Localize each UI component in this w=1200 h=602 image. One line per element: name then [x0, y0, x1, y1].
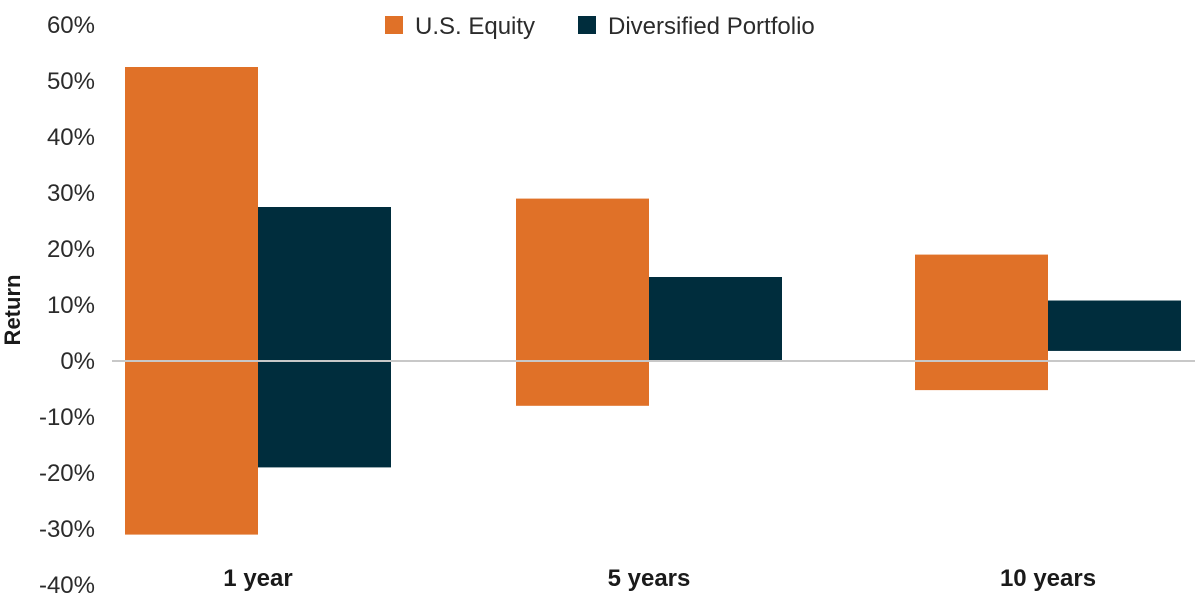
legend-swatch: [578, 16, 596, 34]
x-category-label: 10 years: [1000, 565, 1096, 592]
y-tick-label: -30%: [39, 516, 95, 543]
legend-item: U.S. Equity: [385, 13, 535, 40]
y-tick-label: 40%: [47, 124, 95, 151]
y-tick-label: 30%: [47, 180, 95, 207]
legend-label: U.S. Equity: [415, 13, 535, 40]
bar-u-s-equity-1-year: [125, 67, 258, 535]
bar-diversified-portfolio-1-year: [258, 207, 391, 468]
y-axis-title-group: Return: [0, 275, 25, 346]
x-category-label: 5 years: [608, 565, 691, 592]
y-axis-ticks: 60% 50% 40% 30% 20% 10% 0% -10% -20% -30% -40%: [39, 12, 95, 599]
legend-label: Diversified Portfolio: [608, 13, 815, 40]
bar-diversified-portfolio-10-years: [1048, 300, 1181, 351]
y-tick-label: 10%: [47, 292, 95, 319]
y-tick-label: -40%: [39, 572, 95, 599]
y-tick-label: 0%: [60, 348, 95, 375]
x-category-label: 1 year: [223, 565, 292, 592]
y-tick-label: -20%: [39, 460, 95, 487]
bar-u-s-equity-5-years: [516, 198, 649, 406]
y-tick-label: 20%: [47, 236, 95, 263]
legend-swatch: [385, 16, 403, 34]
y-tick-label: 60%: [47, 12, 95, 39]
bars: [125, 67, 1181, 535]
bar-diversified-portfolio-5-years: [649, 277, 782, 361]
legend-item: Diversified Portfolio: [578, 13, 815, 40]
y-tick-label: 50%: [47, 68, 95, 95]
y-axis-title: Return: [0, 275, 25, 346]
legend: U.S. Equity Diversified Portfolio: [385, 13, 815, 40]
y-tick-label: -10%: [39, 404, 95, 431]
bar-u-s-equity-10-years: [915, 254, 1048, 391]
x-axis-labels: 1 year 5 years 10 years: [223, 565, 1096, 592]
